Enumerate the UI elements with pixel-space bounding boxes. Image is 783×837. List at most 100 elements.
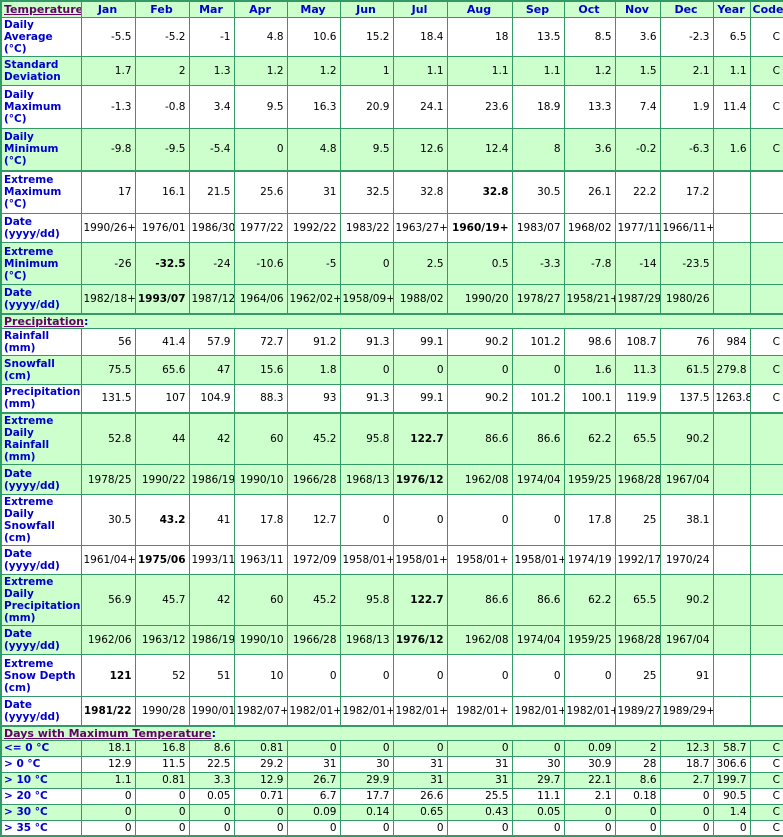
value-cell: 1981/22 [80, 696, 136, 726]
value-cell: 0 [563, 654, 616, 697]
value-cell: 30 [511, 755, 565, 773]
year-cell: 984 [712, 327, 751, 356]
row-label: Date (yyyy/dd) [0, 284, 82, 314]
value-cell: 8 [511, 128, 565, 171]
value-cell: 4.8 [286, 128, 341, 171]
value-cell: 1958/21+ [563, 284, 616, 314]
value-cell: 17.2 [659, 169, 714, 214]
value-cell: 15.2 [339, 17, 394, 57]
value-cell: 12.9 [80, 755, 136, 773]
row-label: Snowfall (cm) [0, 354, 82, 385]
value-cell: 61.5 [659, 354, 714, 385]
value-cell: 51 [188, 654, 235, 697]
value-cell: 1976/12 [392, 625, 448, 655]
value-cell: 0 [446, 494, 513, 546]
value-cell: 1958/09+ [339, 284, 394, 314]
value-cell: 1990/26+ [80, 213, 136, 243]
value-cell: 17.8 [233, 494, 288, 546]
row-label: > 0 °C [0, 755, 82, 773]
value-cell: 0 [392, 739, 448, 757]
value-cell: -0.8 [134, 85, 190, 129]
value-cell: 31 [286, 755, 341, 773]
value-cell: -9.8 [80, 128, 136, 171]
value-cell: 12.7 [286, 494, 341, 546]
value-cell: 1962/02+ [286, 284, 341, 314]
value-cell: 95.8 [339, 412, 394, 465]
value-cell: 47 [188, 354, 235, 385]
row-label: Rainfall (mm) [0, 327, 82, 356]
code-cell [749, 574, 783, 626]
value-cell: 1.2 [563, 56, 616, 86]
code-cell [749, 654, 783, 697]
value-cell: 1963/27+ [392, 213, 448, 243]
value-cell: 1961/04+ [80, 545, 136, 575]
value-cell: 1.2 [286, 56, 341, 86]
table-row: Extreme Minimum (°C) -26 -32.5 -24 -10.6 -5 0 2… [0, 242, 783, 285]
value-cell: 1990/22 [134, 464, 190, 495]
section-header-row: Days with Maximum Temperature: [0, 724, 783, 741]
code-cell: C [749, 85, 783, 129]
value-cell: 8.5 [563, 17, 616, 57]
section-header: Days with Maximum Temperature: [0, 724, 783, 741]
year-cell: 1.1 [712, 56, 751, 86]
value-cell: 90.2 [659, 412, 714, 465]
value-cell: 86.6 [446, 574, 513, 626]
value-cell: 0 [563, 819, 616, 837]
value-cell: 0.81 [233, 739, 288, 757]
value-cell: 1990/01 [188, 696, 235, 726]
value-cell: 0 [614, 803, 661, 821]
column-header-may: May [286, 0, 341, 18]
value-cell: 0.05 [511, 803, 565, 821]
section-link[interactable]: Precipitation [4, 314, 84, 328]
value-cell: 1982/07+ [233, 696, 288, 726]
value-cell: 0 [446, 654, 513, 697]
value-cell: 1993/07 [134, 284, 190, 314]
value-cell: 42 [188, 412, 235, 465]
value-cell: 56.9 [80, 574, 136, 626]
value-cell: 44 [134, 412, 190, 465]
value-cell: 22.1 [563, 771, 616, 789]
value-cell: 31 [286, 169, 341, 214]
temperature-link[interactable]: Temperature [4, 3, 81, 16]
value-cell: 1968/13 [339, 464, 394, 495]
table-row: Extreme Daily Rainfall (mm) 52.8 44 42 60 45.… [0, 412, 783, 465]
table-row: Date (yyyy/dd) 1978/25 1990/22 1986/19 1990/… [0, 464, 783, 495]
value-cell: 1983/07 [511, 213, 565, 243]
value-cell: 0.09 [563, 739, 616, 757]
value-cell: 1962/06 [80, 625, 136, 655]
value-cell: 0 [339, 654, 394, 697]
column-header-mar: Mar [188, 0, 235, 18]
value-cell: 99.1 [392, 383, 448, 414]
code-cell: C [749, 819, 783, 837]
table-row: Date (yyyy/dd) 1961/04+ 1975/06 1993/11 1963… [0, 545, 783, 575]
value-cell: 25.5 [446, 787, 513, 805]
section-link[interactable]: Days with Maximum Temperature [4, 726, 212, 740]
value-cell: 1972/09 [286, 545, 341, 575]
code-cell [749, 696, 783, 726]
value-cell: 0.18 [614, 787, 661, 805]
row-label: Standard Deviation [0, 56, 82, 86]
year-cell [712, 242, 751, 285]
value-cell: 8.6 [614, 771, 661, 789]
value-cell: 91.3 [339, 327, 394, 356]
value-cell: 90.2 [446, 327, 513, 356]
value-cell: 122.7 [392, 574, 448, 626]
table-row: > 20 °C 0 0 0.05 0.71 6.7 17.7 26.6 25.5 11.1 2.1 0… [0, 787, 783, 805]
value-cell: 0 [233, 128, 288, 171]
value-cell: 1982/01+ [511, 696, 565, 726]
value-cell: 2 [614, 739, 661, 757]
value-cell: 0 [659, 803, 714, 821]
table-row: Daily Minimum (°C) -9.8 -9.5 -5.4 0 4.8 9.5 12.… [0, 128, 783, 171]
value-cell: 1982/01+ [446, 696, 513, 726]
value-cell: 0 [392, 354, 448, 385]
value-cell: 0 [233, 803, 288, 821]
value-cell: 20.9 [339, 85, 394, 129]
row-label: Daily Average (°C) [0, 17, 82, 57]
column-header-aug: Aug [446, 0, 513, 18]
value-cell: -23.5 [659, 242, 714, 285]
value-cell: 12.6 [392, 128, 448, 171]
value-cell: 11.3 [614, 354, 661, 385]
value-cell: 1992/17 [614, 545, 661, 575]
value-cell: 72.7 [233, 327, 288, 356]
value-cell: 29.2 [233, 755, 288, 773]
